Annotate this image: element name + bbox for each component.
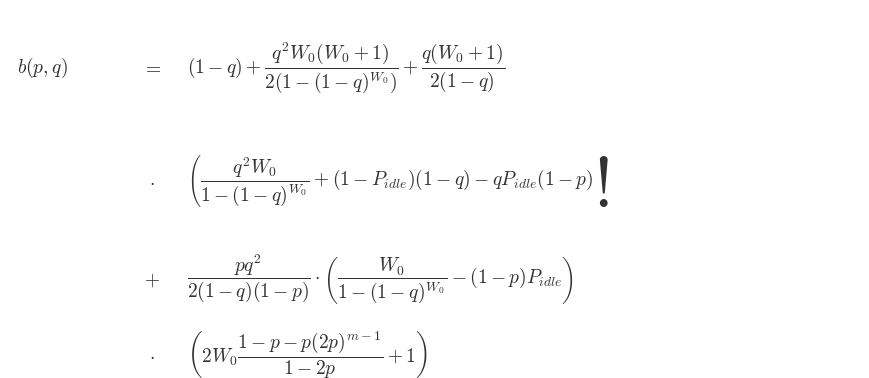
Text: $b(p,q)$: $b(p,q)$	[17, 56, 69, 80]
Text: $\left(2W_0\dfrac{1-p-p(2p)^{m-1}}{1-2p}+1\right)$: $\left(2W_0\dfrac{1-p-p(2p)^{m-1}}{1-2p}…	[187, 330, 428, 378]
Text: $\cdot$: $\cdot$	[149, 346, 155, 365]
Text: $(1-q)+\dfrac{q^2W_0(W_0+1)}{2(1-(1-q)^{W_0})}+\dfrac{q(W_0+1)}{2(1-q)}$: $(1-q)+\dfrac{q^2W_0(W_0+1)}{2(1-(1-q)^{…	[187, 41, 505, 95]
Text: $\dfrac{pq^2}{2(1-q)(1-p)}\cdot\left(\dfrac{W_0}{1-(1-q)^{W_0}}-(1-p)P_{idle}\ri: $\dfrac{pq^2}{2(1-q)(1-p)}\cdot\left(\df…	[187, 253, 574, 307]
Text: $\cdot$: $\cdot$	[149, 172, 155, 191]
Text: $=$: $=$	[143, 59, 162, 77]
Text: $+$: $+$	[144, 270, 160, 289]
Text: $\left(\dfrac{q^2W_0}{1-(1-q)^{W_0}}+(1-P_{idle})(1-q)-qP_{idle}(1-p)\right)$: $\left(\dfrac{q^2W_0}{1-(1-q)^{W_0}}+(1-…	[187, 153, 608, 209]
